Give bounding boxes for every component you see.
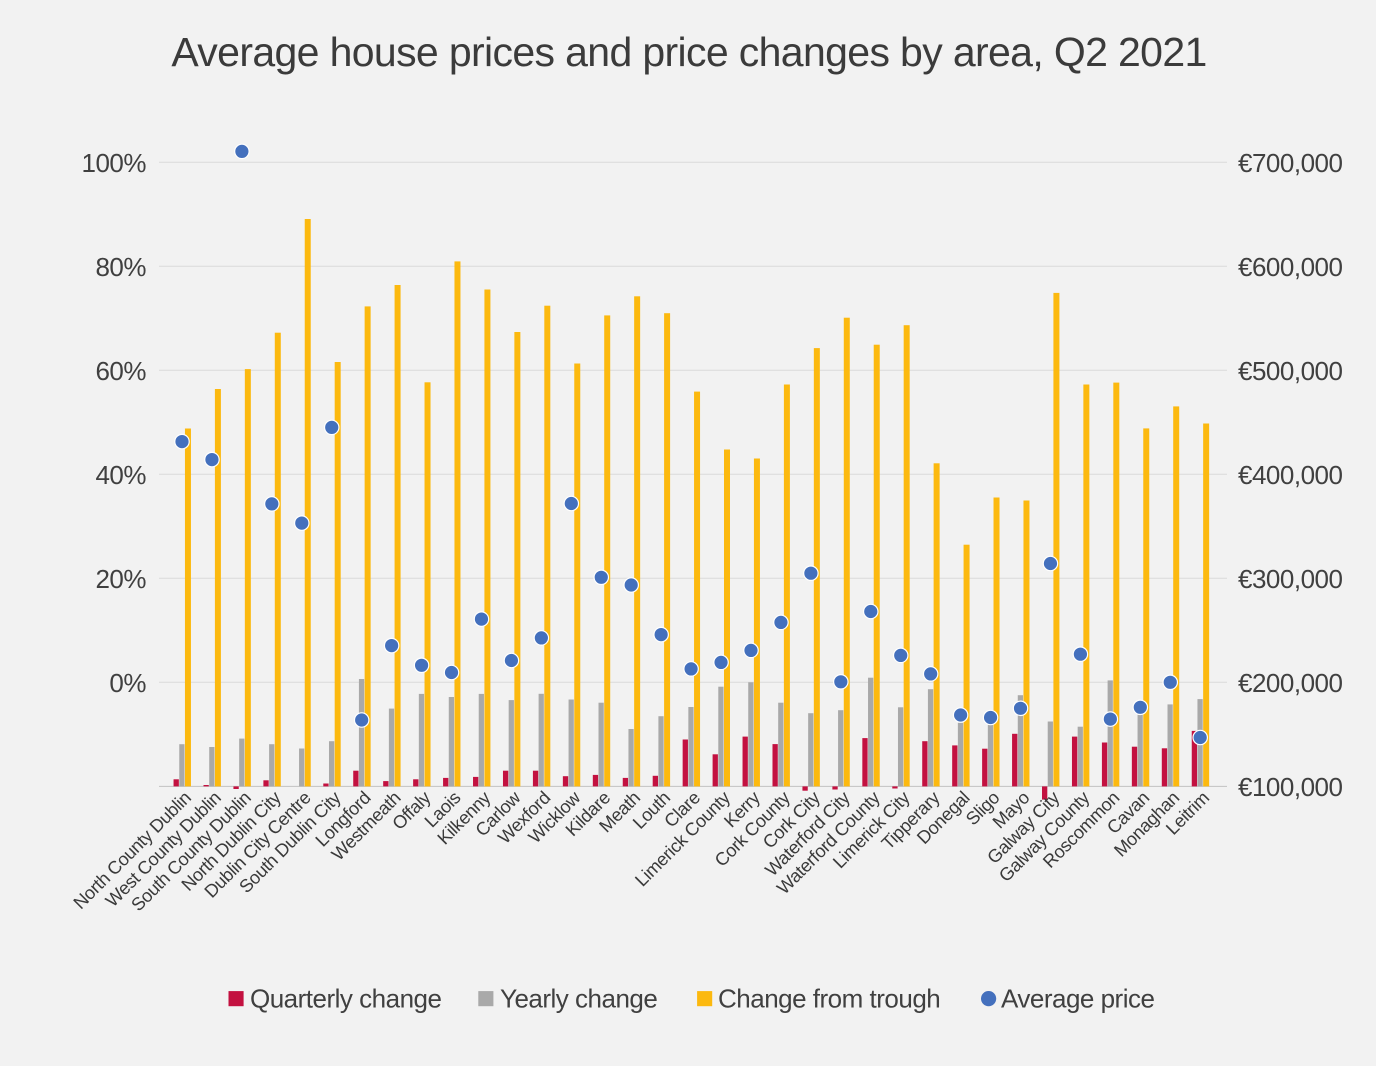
svg-text:€500,000: €500,000 bbox=[1238, 356, 1342, 386]
svg-text:€200,000: €200,000 bbox=[1238, 668, 1342, 698]
svg-text:80%: 80% bbox=[95, 252, 146, 282]
svg-text:€100,000: €100,000 bbox=[1238, 772, 1342, 802]
svg-text:20%: 20% bbox=[95, 564, 146, 594]
svg-text:0%: 0% bbox=[109, 668, 146, 698]
svg-text:Quarterly change: Quarterly change bbox=[250, 984, 441, 1014]
svg-text:Yearly change: Yearly change bbox=[500, 984, 657, 1014]
svg-text:€700,000: €700,000 bbox=[1238, 148, 1342, 178]
svg-text:Average price: Average price bbox=[1001, 984, 1154, 1014]
svg-text:Change from trough: Change from trough bbox=[718, 984, 940, 1014]
svg-text:€300,000: €300,000 bbox=[1238, 564, 1342, 594]
svg-text:€600,000: €600,000 bbox=[1238, 252, 1342, 282]
svg-text:60%: 60% bbox=[95, 356, 146, 386]
svg-text:40%: 40% bbox=[95, 460, 146, 490]
svg-text:€400,000: €400,000 bbox=[1238, 460, 1342, 490]
svg-text:100%: 100% bbox=[82, 148, 147, 178]
svg-text:Average house prices and price: Average house prices and price changes b… bbox=[171, 29, 1206, 75]
